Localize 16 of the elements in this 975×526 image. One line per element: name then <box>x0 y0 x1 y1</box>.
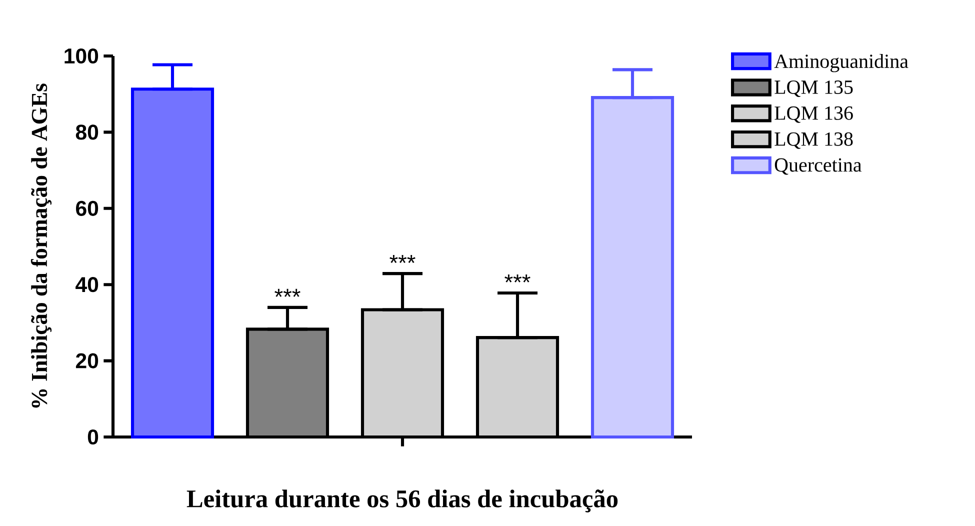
y-tick-label: 0 <box>88 429 98 445</box>
annotation: *** <box>390 255 416 263</box>
legend-label: LQM 138 <box>774 132 853 149</box>
y-tick-label: 100 <box>64 48 98 64</box>
y-axis-title: % Inibição da formação de AGEs <box>30 84 52 408</box>
legend-label: Quercetina <box>774 158 862 175</box>
legend-label: LQM 135 <box>774 80 853 98</box>
annotation: *** <box>504 274 530 282</box>
y-tick-label: 80 <box>76 124 98 140</box>
x-axis-title: Leitura durante os 56 dias de incubação <box>186 490 618 512</box>
y-tick-label: 20 <box>76 353 98 368</box>
legend-label: Aminoguanidina <box>774 54 908 72</box>
y-tick-label: 40 <box>76 277 98 292</box>
annotation: *** <box>274 288 300 297</box>
y-tick-label: 60 <box>76 200 98 216</box>
legend-label: LQM 136 <box>774 106 853 123</box>
